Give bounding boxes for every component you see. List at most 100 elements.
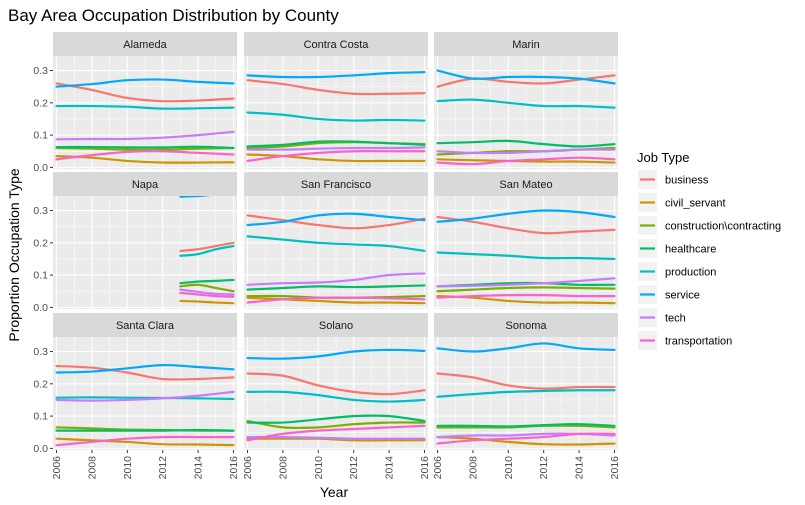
facet-strip-label: Santa Clara [116,320,175,332]
series-group [436,69,616,166]
series-line-transportation [436,432,616,445]
series-line-tech [436,148,616,155]
series-line-production [55,396,235,401]
legend-label: service [665,290,700,302]
series-line-construction-contracting [179,283,235,293]
series-group [436,342,616,446]
x-tick-label: 2012 [157,456,169,480]
series-line-healthcare [246,140,426,148]
series-line-service [246,348,426,360]
legend-item-service: service [638,285,700,304]
series-line-production [436,389,616,398]
series-group [179,196,235,305]
facet-strip-label: Napa [132,179,159,191]
x-tick-label: 2016 [419,456,431,480]
y-tick-label: 0.1 [33,270,48,282]
facet-strip-label: Sonoma [506,320,548,332]
legend-label: production [665,267,716,279]
facet-strip-label: San Mateo [499,179,552,191]
facet-strip-label: San Francisco [301,179,371,191]
series-line-tech [246,435,426,440]
x-tick-label: 2010 [313,456,325,480]
series-line-production [436,251,616,261]
y-tick-label: 0.2 [33,97,48,109]
series-line-business [55,82,235,103]
series-line-transportation [55,435,235,447]
series-line-service [246,212,426,227]
series-line-healthcare [179,278,235,285]
series-line-business [436,372,616,390]
series-line-healthcare [246,414,426,424]
series-line-tech [436,277,616,288]
series-line-civil-servant [436,435,616,446]
series-line-construction-contracting [55,146,235,151]
legend-item-business: business [638,170,709,189]
series-group [436,209,616,305]
facet-strip [53,32,237,56]
legend-label: construction\contracting [665,221,781,233]
series-line-civil-servant [55,154,235,164]
facet-panel-solano: Solano 2006 2008 2010 2012 2014 2016 [242,313,431,479]
series-line-transportation [436,156,616,166]
series-group [55,78,235,164]
facet-strip [53,313,237,337]
y-tick-label: 0.0 [33,162,48,174]
series-line-service [55,363,235,374]
series-line-tech [246,146,426,151]
y-axis-title: Proportion Occupation Type [6,168,22,342]
facet-panel-santa-clara: Santa Clara 0.0 0.1 0.2 0.3 2006 2008 2010 2012 2… [33,313,240,479]
series-line-healthcare [246,284,426,291]
series-line-healthcare [436,423,616,428]
series-line-civil-servant [436,158,616,164]
series-line-construction-contracting [436,286,616,293]
facet-panel-san-francisco: San Francisco [244,172,428,309]
legend-item-healthcare: healthcare [638,239,716,258]
series-line-civil-servant [179,299,235,305]
series-line-transportation [246,424,426,442]
series-group [55,363,235,447]
series-line-service [436,342,616,353]
x-tick-label: 2010 [503,456,515,480]
facet-panels: Alameda 0.0 0.1 0.2 0.3 Contra Costa Marin Napa… [33,32,621,479]
series-line-service [179,196,211,198]
series-line-business [246,214,426,230]
series-line-tech [55,130,235,141]
series-line-business [246,372,426,396]
facet-strip-label: Alameda [123,39,167,51]
y-tick-label: 0.0 [33,302,48,314]
facet-strip [434,172,618,196]
series-line-healthcare [436,139,616,148]
x-tick-label: 2014 [193,456,205,480]
legend-label: transportation [665,336,732,348]
y-tick-label: 0.1 [33,411,48,423]
facet-strip [244,32,428,56]
x-tick-label: 2012 [538,456,550,480]
legend-item-production: production [638,262,716,281]
series-line-tech [179,288,235,296]
legend-item-tech: tech [638,308,686,327]
series-line-production [246,390,426,403]
x-tick-label: 2014 [384,456,396,480]
series-line-healthcare [55,145,235,150]
facet-strip-label: Contra Costa [304,39,370,51]
y-tick-label: 0.3 [33,346,48,358]
chart-title: Bay Area Occupation Distribution by Coun… [8,6,339,25]
x-tick-label: 2010 [122,456,134,480]
x-tick-label: 2008 [86,456,98,480]
series-line-business [179,241,235,252]
y-tick-label: 0.2 [33,237,48,249]
x-tick-label: 2012 [348,456,360,480]
legend-label: tech [665,313,686,325]
x-tick-label: 2006 [432,456,444,480]
series-line-service [436,209,616,223]
series-line-business [436,215,616,235]
y-tick-label: 0.2 [33,378,48,390]
series-line-production [179,244,235,257]
x-tick-label: 2006 [242,456,254,480]
series-line-civil-servant [246,437,426,442]
series-line-business [246,79,426,96]
legend-label: civil_servant [665,198,726,210]
series-line-tech [55,390,235,402]
legend-item-civil-servant: civil_servant [638,193,726,212]
series-line-business [55,364,235,381]
